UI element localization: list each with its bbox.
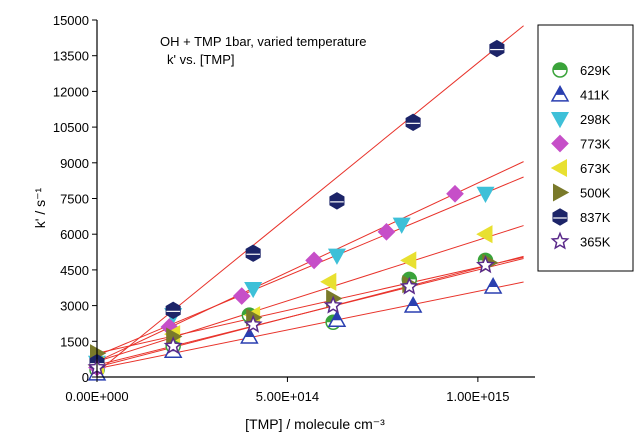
- legend: 629K 411K 298K 773K 673K 500K 837K 365K: [537, 24, 634, 272]
- legend-label: 629K: [580, 63, 611, 78]
- y-tick-label: 10500: [53, 120, 89, 135]
- marker-773K: [446, 184, 464, 203]
- marker-673K: [476, 225, 493, 244]
- marker-411K: [403, 296, 423, 313]
- y-tick-label: 15000: [53, 13, 89, 28]
- legend-label: 365K: [580, 235, 611, 250]
- legend-label: 837K: [580, 210, 611, 225]
- x-ticks: 0.00E+000 5.00E+014 1.00E+015: [65, 377, 510, 404]
- marker-673K: [400, 251, 417, 270]
- legend-marker-500K: [552, 183, 570, 202]
- legend-items: 629K 411K 298K 773K 673K 500K 837K 365K: [550, 62, 611, 250]
- y-tick-label: 9000: [60, 156, 89, 171]
- marker-837K: [329, 192, 345, 210]
- legend-marker-773K: [551, 134, 569, 153]
- annotation-line-2: k' vs. [TMP]: [167, 52, 234, 67]
- y-axis-title: k' / s⁻¹: [32, 187, 48, 228]
- x-tick-label: 0.00E+000: [65, 389, 128, 404]
- legend-label: 411K: [580, 88, 610, 103]
- legend-label: 773K: [580, 137, 611, 152]
- marker-837K: [245, 244, 261, 262]
- marker-837K: [489, 39, 505, 58]
- marker-837K: [405, 113, 421, 132]
- x-tick-label: 5.00E+014: [256, 389, 319, 404]
- marker-411K: [327, 310, 347, 328]
- marker-773K: [377, 222, 396, 241]
- marker-365K: [163, 336, 183, 355]
- legend-marker-411K: [550, 84, 570, 102]
- marker-411K: [483, 277, 503, 294]
- y-tick-label: 7500: [60, 192, 89, 207]
- y-ticks: 0 1500 3000 4500 6000 7500 9000 10500 12000 13500…: [53, 13, 97, 385]
- y-tick-label: 12000: [53, 84, 89, 99]
- marker-411K: [240, 326, 259, 344]
- legend-label: 298K: [580, 112, 611, 127]
- marker-365K: [243, 314, 263, 333]
- marker-773K: [305, 251, 323, 270]
- marker-298K: [476, 186, 495, 203]
- legend-marker-365K: [550, 231, 570, 250]
- y-tick-label: 3000: [60, 299, 89, 314]
- y-tick-label: 0: [82, 370, 89, 385]
- y-tick-label: 13500: [53, 49, 89, 64]
- annotation-line-1: OH + TMP 1bar, varied temperature: [160, 34, 367, 49]
- marker-837K: [165, 301, 181, 320]
- y-tick-label: 1500: [60, 334, 89, 349]
- legend-marker-629K: [552, 62, 568, 78]
- marker-298K: [392, 217, 411, 234]
- y-tick-label: 4500: [60, 263, 89, 278]
- marker-365K: [399, 276, 419, 295]
- y-tick-label: 6000: [60, 227, 89, 242]
- marker-673K: [320, 272, 337, 291]
- marker-773K: [232, 287, 251, 305]
- x-axis-title: [TMP] / molecule cm⁻³: [245, 416, 385, 432]
- marker-298K: [244, 281, 263, 299]
- legend-marker-298K: [550, 111, 570, 129]
- legend-label: 673K: [580, 161, 611, 176]
- legend-marker-837K: [552, 208, 568, 226]
- legend-marker-673K: [550, 158, 568, 178]
- marker-365K: [323, 295, 343, 314]
- x-tick-label: 1.00E+015: [446, 389, 509, 404]
- marker-298K: [327, 248, 346, 265]
- marker-365K: [476, 255, 495, 274]
- legend-label: 500K: [580, 186, 611, 201]
